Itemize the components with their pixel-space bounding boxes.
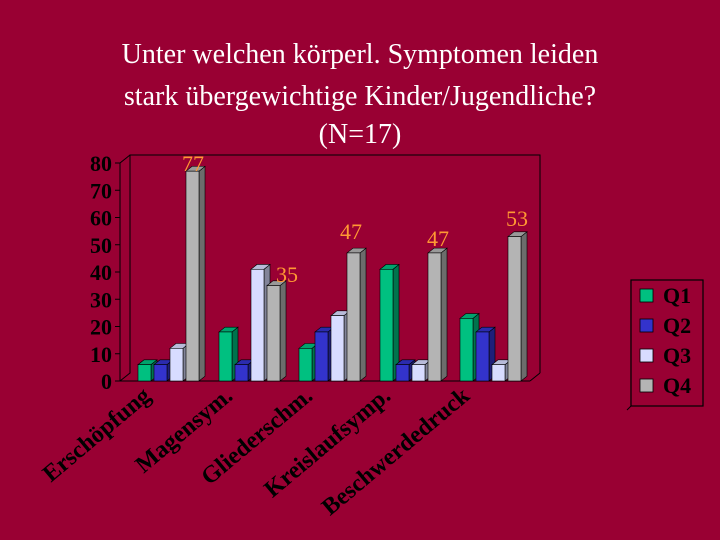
y-tick-label: 40 bbox=[90, 260, 112, 285]
data-label: 47 bbox=[340, 219, 362, 244]
bar-front bbox=[379, 268, 394, 382]
y-tick-label: 20 bbox=[90, 315, 112, 340]
legend-box bbox=[630, 279, 704, 407]
bar-side bbox=[279, 280, 287, 382]
bar-q4-2 bbox=[266, 280, 287, 382]
bar-side bbox=[198, 165, 206, 382]
bar-front bbox=[218, 331, 233, 382]
y-tick-label: 0 bbox=[101, 369, 112, 394]
bar-side bbox=[440, 247, 448, 382]
data-label: 77 bbox=[182, 151, 204, 176]
bar-front bbox=[330, 315, 345, 382]
data-label: 53 bbox=[506, 206, 528, 231]
bar-front bbox=[491, 364, 506, 382]
bar-q1-4 bbox=[379, 263, 400, 382]
bar-q4-5 bbox=[507, 231, 528, 382]
chart-data-labels: 77 35 47 47 53 bbox=[182, 151, 528, 287]
legend-swatch-q4 bbox=[639, 378, 654, 393]
legend-swatch-q2 bbox=[639, 318, 654, 333]
bar-front bbox=[507, 236, 522, 382]
x-tick-label: Beschwerdedruck bbox=[317, 382, 475, 521]
bar-front bbox=[459, 318, 474, 382]
y-tick-label: 30 bbox=[90, 287, 112, 312]
y-tick-label: 60 bbox=[90, 206, 112, 231]
bar-front bbox=[266, 285, 281, 382]
bar-front bbox=[234, 364, 249, 382]
bar-front bbox=[153, 364, 168, 382]
bar-q1-2 bbox=[218, 326, 239, 382]
y-tick-label: 10 bbox=[90, 342, 112, 367]
legend-label: Q3 bbox=[663, 343, 691, 368]
bar-side bbox=[520, 231, 528, 382]
y-tick-label: 80 bbox=[90, 151, 112, 176]
legend-label: Q2 bbox=[663, 313, 691, 338]
bar-front bbox=[169, 347, 184, 382]
bar-front bbox=[137, 364, 152, 382]
axis-depth-edge bbox=[119, 154, 131, 164]
data-label: 35 bbox=[276, 262, 298, 287]
bar-front bbox=[250, 268, 265, 382]
y-tick-label: 70 bbox=[90, 178, 112, 203]
chart-bars bbox=[137, 165, 528, 382]
legend-label: Q4 bbox=[663, 373, 691, 398]
bar-front bbox=[427, 252, 442, 382]
bar-front bbox=[314, 331, 329, 382]
bar-front bbox=[185, 170, 200, 382]
bar-front bbox=[346, 252, 361, 382]
bar-front bbox=[298, 347, 313, 382]
chart-title-line-3: (N=17) bbox=[318, 119, 402, 150]
chart-x-tick-labels: ErschöpfungMagensym.Gliederschm.Kreislau… bbox=[38, 382, 475, 521]
legend-swatch-q1 bbox=[639, 288, 654, 303]
bar-q4-1 bbox=[185, 165, 206, 382]
floor-depth-edge bbox=[529, 372, 541, 382]
bar-front bbox=[395, 364, 410, 382]
y-tick-label: 50 bbox=[90, 233, 112, 258]
legend-label: Q1 bbox=[663, 283, 691, 308]
bar-front bbox=[475, 331, 490, 382]
bar-side bbox=[359, 247, 367, 382]
x-tick-label: Erschöpfung bbox=[38, 383, 156, 488]
chart-title-line-1: Unter welchen körperl. Symptomen leiden bbox=[121, 39, 599, 70]
bar-front bbox=[411, 364, 426, 382]
chart-legend: Q1 Q2 Q3 Q4 bbox=[626, 279, 704, 411]
data-label: 47 bbox=[427, 226, 449, 251]
bar-q4-4 bbox=[427, 247, 448, 382]
chart-title-line-2: stark übergewichtige Kinder/Jugendliche? bbox=[123, 81, 597, 112]
bar-q4-3 bbox=[346, 247, 367, 382]
legend-swatch-q3 bbox=[639, 348, 654, 363]
